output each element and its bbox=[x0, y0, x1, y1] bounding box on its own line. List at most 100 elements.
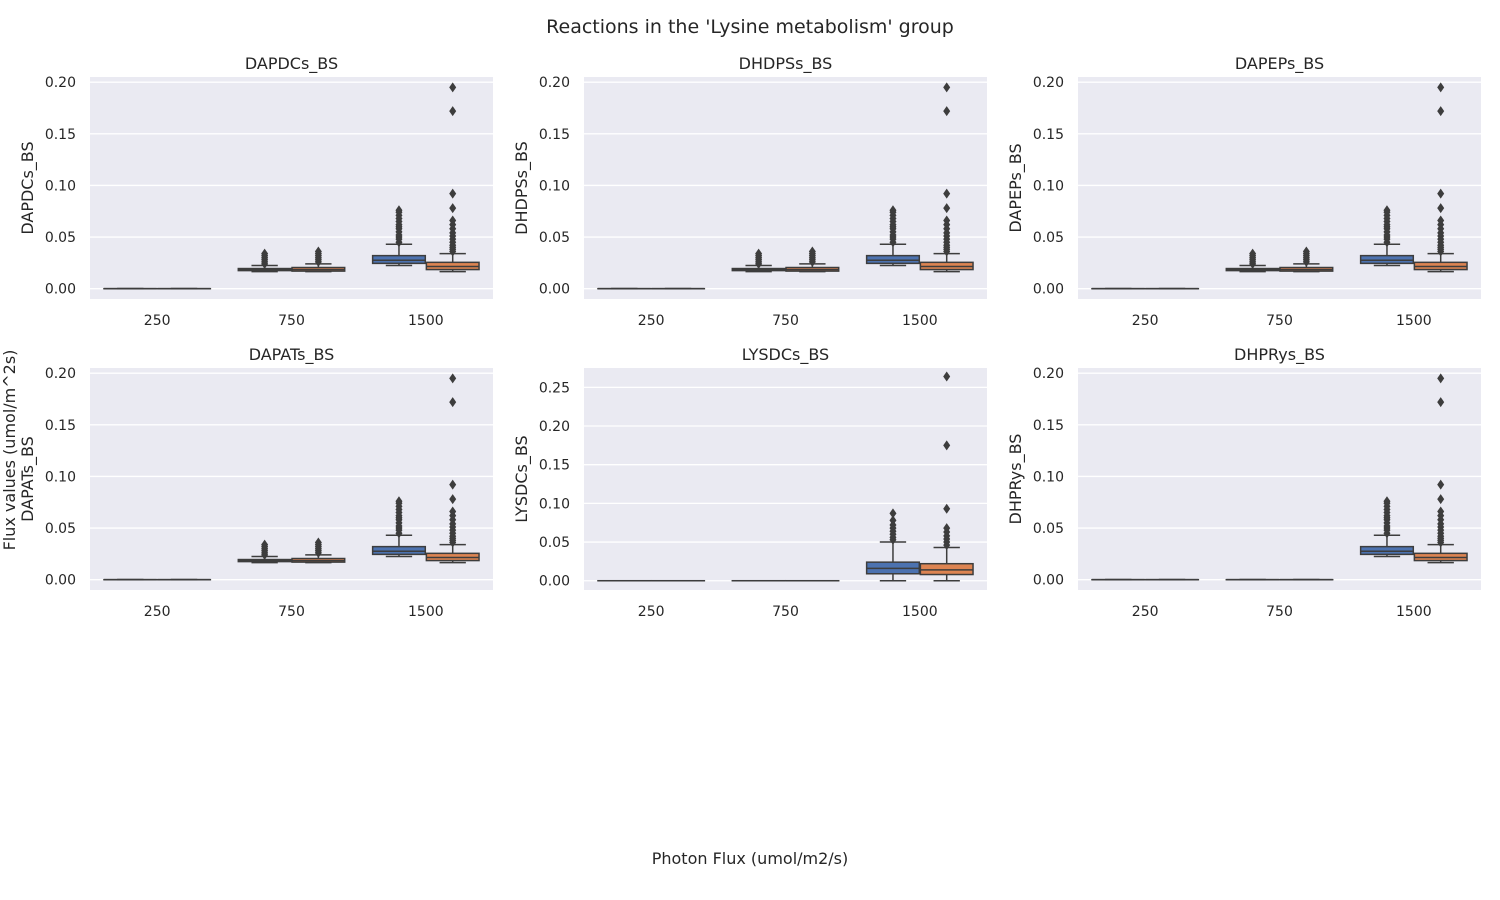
y-tick-label: 0.25 bbox=[539, 380, 570, 396]
subplot-title: DAPDCs_BS bbox=[245, 54, 338, 74]
outlier-point bbox=[1383, 205, 1391, 216]
outlier-point bbox=[261, 539, 269, 550]
x-tick-label: 250 bbox=[1132, 604, 1159, 620]
outlier-point bbox=[395, 205, 403, 216]
y-axis-label: DAPATs_BS bbox=[18, 436, 38, 522]
y-tick-label: 0.05 bbox=[1033, 230, 1064, 246]
x-tick-label: 1500 bbox=[1396, 604, 1432, 620]
outlier-point bbox=[943, 503, 951, 514]
figure-x-label: Photon Flux (umol/m2/s) bbox=[652, 849, 849, 868]
outlier-point bbox=[395, 496, 403, 507]
y-tick-label: 0.10 bbox=[1033, 469, 1064, 485]
outlier-point bbox=[889, 515, 897, 526]
y-tick-label: 0.00 bbox=[45, 282, 76, 298]
outlier-point bbox=[314, 246, 322, 257]
x-tick-label: 750 bbox=[772, 604, 799, 620]
outlier-point bbox=[943, 371, 951, 382]
subplot-DAPEPs_BS: 0.00 0.05 0.10 0.15 0.20 250 750 1500 DAPEPs_BS D… bbox=[1006, 54, 1481, 329]
outlier-point bbox=[1383, 496, 1391, 507]
box bbox=[865, 254, 921, 265]
y-tick-label: 0.15 bbox=[45, 418, 76, 434]
outlier-point bbox=[1302, 246, 1310, 257]
x-tick-label: 1500 bbox=[408, 604, 444, 620]
y-axis-label: DAPEPs_BS bbox=[1006, 143, 1026, 232]
y-tick-label: 0.20 bbox=[539, 419, 570, 435]
outlier-point bbox=[889, 508, 897, 519]
subplot-title: DAPEPs_BS bbox=[1235, 54, 1324, 74]
outlier-point bbox=[943, 188, 951, 199]
outlier-point bbox=[1437, 106, 1445, 117]
y-tick-label: 0.05 bbox=[539, 230, 570, 246]
subplot-DAPDCs_BS: 0.00 0.05 0.10 0.15 0.20 250 750 1500 DAPDCs_BS D… bbox=[18, 54, 493, 329]
y-tick-label: 0.00 bbox=[1033, 282, 1064, 298]
y-tick-label: 0.05 bbox=[45, 521, 76, 537]
outlier-point bbox=[943, 440, 951, 451]
y-tick-label: 0.10 bbox=[539, 178, 570, 194]
outlier-point bbox=[1249, 248, 1257, 259]
y-tick-label: 0.20 bbox=[1033, 366, 1064, 382]
y-tick-label: 0.00 bbox=[539, 282, 570, 298]
outlier-point bbox=[449, 494, 457, 505]
outlier-point bbox=[755, 248, 763, 259]
subplot-DHDPSs_BS: 0.00 0.05 0.10 0.15 0.20 250 750 1500 DHDPSs_BS D… bbox=[512, 54, 987, 329]
x-tick-label: 750 bbox=[1266, 604, 1293, 620]
y-tick-label: 0.20 bbox=[45, 366, 76, 382]
subplot-title: DHPRys_BS bbox=[1234, 345, 1325, 365]
x-tick-label: 250 bbox=[1132, 313, 1159, 329]
box bbox=[1359, 545, 1415, 556]
subplot-title: DAPATs_BS bbox=[249, 345, 335, 365]
y-axis-label: DHPRys_BS bbox=[1006, 434, 1026, 525]
outlier-point bbox=[261, 248, 269, 259]
outlier-point bbox=[943, 523, 951, 534]
box bbox=[371, 254, 427, 265]
outlier-point bbox=[1437, 373, 1445, 384]
outlier-point bbox=[449, 506, 457, 517]
figure-y-label: Flux values (umol/m^2s) bbox=[0, 350, 19, 551]
subplot-title: DHDPSs_BS bbox=[739, 54, 833, 74]
subplot-LYSDCs_BS: 0.00 0.05 0.10 0.15 0.20 0.25 250 750 1500 LYSDCs… bbox=[512, 345, 987, 620]
x-tick-label: 750 bbox=[278, 604, 305, 620]
outlier-point bbox=[449, 106, 457, 117]
y-tick-label: 0.10 bbox=[45, 469, 76, 485]
y-tick-label: 0.15 bbox=[45, 127, 76, 143]
x-tick-label: 1500 bbox=[408, 313, 444, 329]
outlier-point bbox=[943, 106, 951, 117]
y-tick-label: 0.00 bbox=[1033, 573, 1064, 589]
y-axis-label: DHDPSs_BS bbox=[512, 141, 532, 235]
y-tick-label: 0.15 bbox=[1033, 127, 1064, 143]
x-tick-label: 250 bbox=[144, 604, 171, 620]
x-tick-label: 250 bbox=[144, 313, 171, 329]
x-tick-label: 1500 bbox=[902, 604, 938, 620]
outlier-point bbox=[1437, 188, 1445, 199]
y-tick-label: 0.05 bbox=[1033, 521, 1064, 537]
subplot-DHPRys_BS: 0.00 0.05 0.10 0.15 0.20 250 750 1500 DHPRys_BS D… bbox=[1006, 345, 1481, 620]
x-tick-label: 750 bbox=[278, 313, 305, 329]
box bbox=[919, 562, 974, 576]
outlier-point bbox=[449, 203, 457, 214]
outlier-point bbox=[1437, 479, 1445, 490]
subplot-DAPATs_BS: 0.00 0.05 0.10 0.15 0.20 250 750 1500 DAPATs_BS D… bbox=[18, 345, 493, 620]
y-tick-label: 0.10 bbox=[1033, 178, 1064, 194]
outlier-point bbox=[449, 397, 457, 408]
figure-title: Reactions in the 'Lysine metabolism' gro… bbox=[546, 16, 954, 38]
y-tick-label: 0.10 bbox=[539, 496, 570, 512]
outlier-point bbox=[1437, 397, 1445, 408]
y-tick-label: 0.00 bbox=[45, 573, 76, 589]
outlier-point bbox=[449, 373, 457, 384]
y-tick-label: 0.00 bbox=[539, 574, 570, 590]
outlier-point bbox=[1437, 494, 1445, 505]
outlier-point bbox=[1437, 82, 1445, 93]
x-tick-label: 250 bbox=[638, 313, 665, 329]
outlier-point bbox=[449, 82, 457, 93]
outlier-point bbox=[449, 215, 457, 226]
y-tick-label: 0.20 bbox=[1033, 75, 1064, 91]
x-tick-label: 250 bbox=[638, 604, 665, 620]
outlier-point bbox=[449, 479, 457, 490]
x-tick-label: 750 bbox=[1266, 313, 1293, 329]
box bbox=[1359, 254, 1415, 265]
y-axis-label: LYSDCs_BS bbox=[512, 435, 532, 522]
outlier-point bbox=[314, 537, 322, 548]
y-tick-label: 0.05 bbox=[539, 535, 570, 551]
box bbox=[371, 545, 427, 556]
outlier-point bbox=[808, 246, 816, 257]
